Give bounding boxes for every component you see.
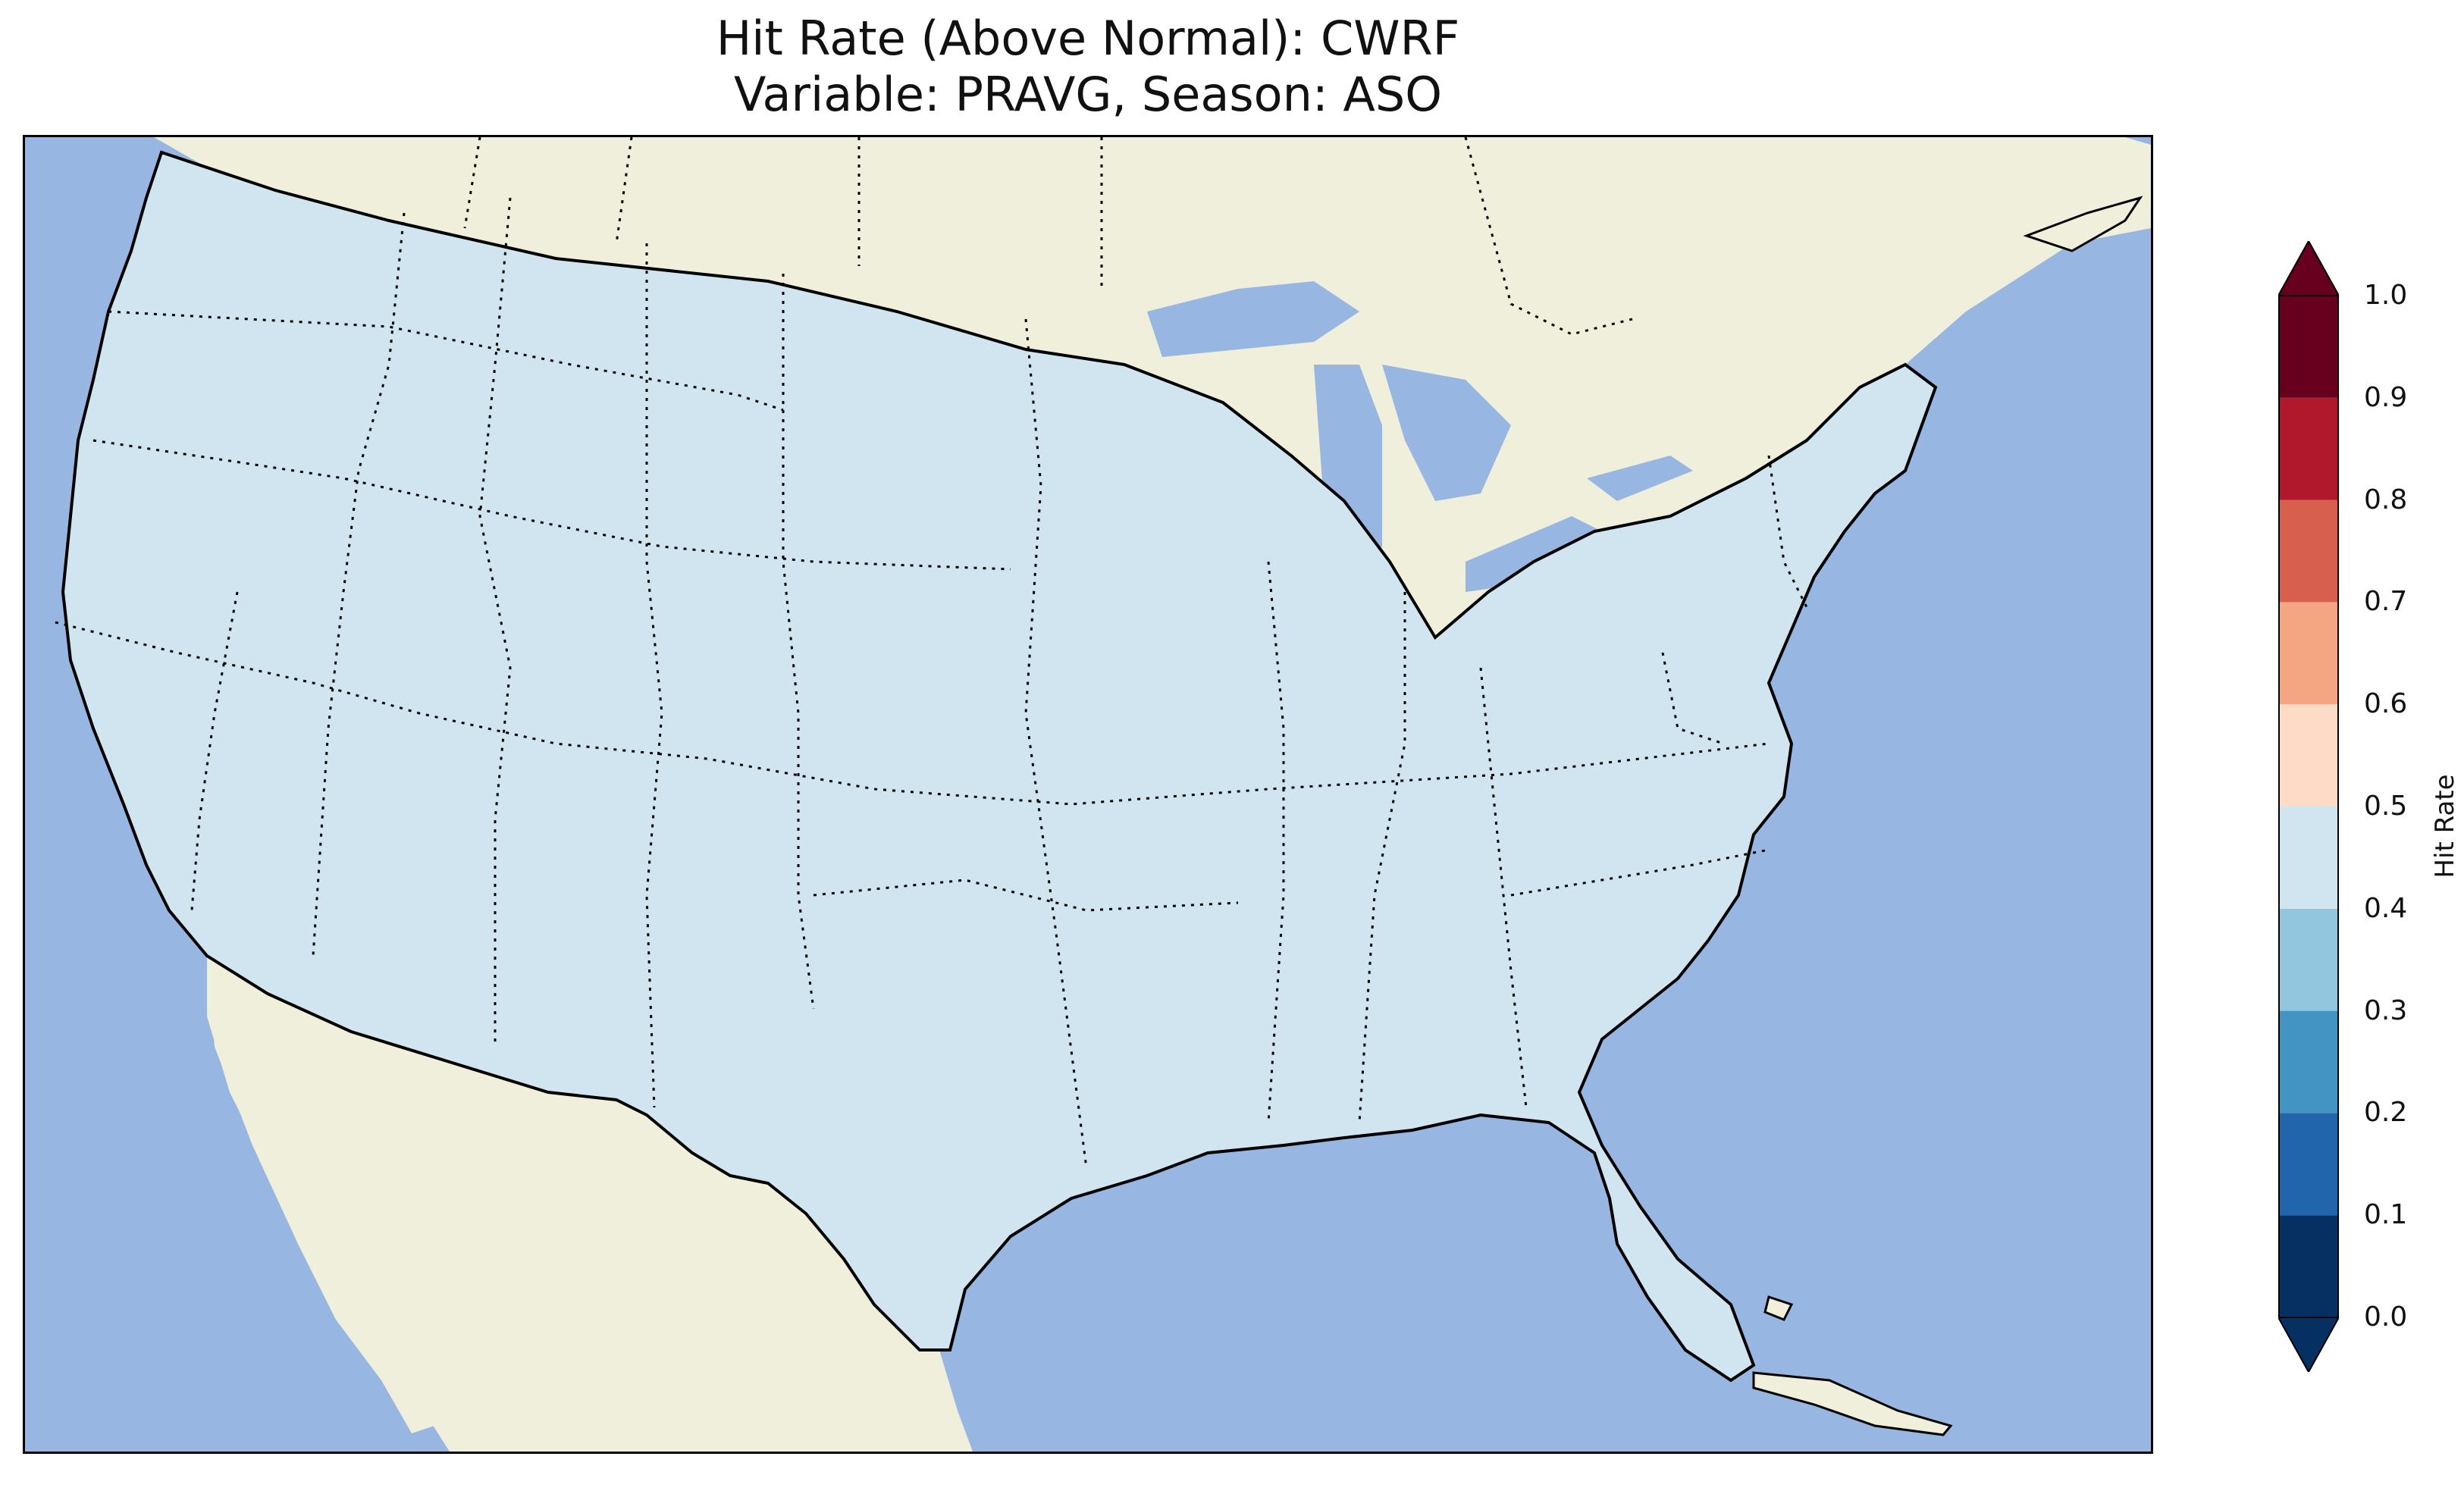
- baja-land: [207, 956, 434, 1433]
- colorbar-tick-label: 0.7: [2364, 586, 2408, 618]
- map-canvas: [25, 137, 2151, 1452]
- colorbar-bin: [2278, 908, 2339, 1011]
- colorbar-label: Hit Rate: [2430, 774, 2460, 879]
- map-title: Hit Rate (Above Normal): CWRF Variable: …: [23, 11, 2153, 123]
- colorbar-tick-label: 0.5: [2364, 791, 2408, 822]
- colorbar-bin: [2278, 704, 2339, 807]
- colorbar-bin: [2278, 296, 2339, 398]
- colorbar-bin: [2278, 602, 2339, 705]
- colorbar-tick-label: 0.0: [2364, 1301, 2408, 1333]
- state-borders: [55, 137, 1808, 1169]
- bahamas: [1763, 1295, 1794, 1321]
- colorbar-bin: [2278, 500, 2339, 603]
- colorbar-tick-label: 0.1: [2364, 1199, 2408, 1231]
- canada-land: [154, 137, 2151, 637]
- colorbar: [2278, 241, 2339, 1372]
- colorbar-extend-high: [2278, 241, 2339, 296]
- colorbar-tick-label: 0.4: [2364, 892, 2408, 924]
- title-line-1: Hit Rate (Above Normal): CWRF: [716, 11, 1460, 66]
- colorbar-tick-label: 0.9: [2364, 381, 2408, 413]
- colorbar-bin: [2278, 1215, 2339, 1317]
- colorbar-bin: [2278, 1010, 2339, 1113]
- colorbar-bin: [2278, 807, 2339, 909]
- colorbar-tick-label: 0.6: [2364, 688, 2408, 720]
- nova-scotia: [2023, 196, 2143, 252]
- lake-huron: [1382, 365, 1511, 501]
- lake-ontario: [1587, 456, 1693, 501]
- colorbar-bin: [2278, 397, 2339, 500]
- colorbar-tick-label: 0.8: [2364, 484, 2408, 515]
- colorbar-extend-low: [2278, 1317, 2339, 1372]
- colorbar-tick-label: 0.3: [2364, 994, 2408, 1026]
- colorbar-bin: [2278, 1113, 2339, 1216]
- colorbar-tick-label: 0.2: [2364, 1097, 2408, 1129]
- cuba: [1752, 1371, 1953, 1436]
- lake-superior: [1147, 281, 1359, 357]
- map-panel: [23, 135, 2153, 1454]
- title-line-2: Variable: PRAVG, Season: ASO: [733, 67, 1443, 122]
- lake-erie: [1466, 516, 1602, 592]
- colorbar-tick-label: 1.0: [2364, 280, 2408, 311]
